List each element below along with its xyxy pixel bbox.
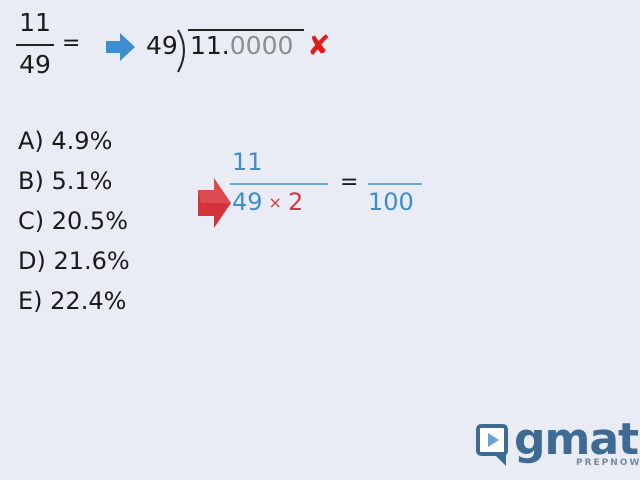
equation-den-right: 2: [287, 188, 304, 216]
fraction-denominator: 49: [19, 50, 51, 79]
equation-numerator: 11: [232, 148, 263, 176]
equation-rhs-bar: [368, 183, 422, 185]
cross-icon: ✘: [307, 29, 331, 62]
choice-c: C) 20.5%: [18, 207, 128, 235]
dividend-main: 11.: [190, 31, 230, 60]
equation-rhs-denominator: 100: [368, 188, 414, 216]
logo-play-icon: [476, 424, 510, 472]
fraction-bar: [16, 44, 54, 46]
equation-den-left: 49: [232, 188, 263, 216]
fraction-numerator: 11: [19, 8, 51, 37]
red-arrow-icon: [198, 178, 232, 232]
logo-subtitle: PREPNOW: [576, 458, 640, 468]
choice-e: E) 22.4%: [18, 287, 127, 315]
equation-fraction-bar: [230, 183, 328, 185]
dividend-zeros: 0000: [229, 31, 294, 60]
equation-equals-sign: =: [340, 170, 359, 195]
division-dividend: 11.0000: [190, 31, 293, 60]
equation-times: ×: [268, 193, 282, 212]
division-bracket: [176, 28, 190, 78]
division-overline: [188, 29, 304, 31]
division-divisor: 49: [146, 31, 178, 60]
choice-b: B) 5.1%: [18, 167, 113, 195]
logo-word: gmat: [514, 414, 639, 465]
equation-denominator: 49 × 2: [232, 188, 303, 216]
fraction-equals-sign: =: [62, 31, 81, 56]
choice-a: A) 4.9%: [18, 127, 113, 155]
answer-choices: A) 4.9% B) 5.1% C) 20.5% D) 21.6% E) 22.…: [18, 121, 130, 321]
blue-arrow-icon: [106, 33, 136, 65]
choice-d: D) 21.6%: [18, 247, 130, 275]
